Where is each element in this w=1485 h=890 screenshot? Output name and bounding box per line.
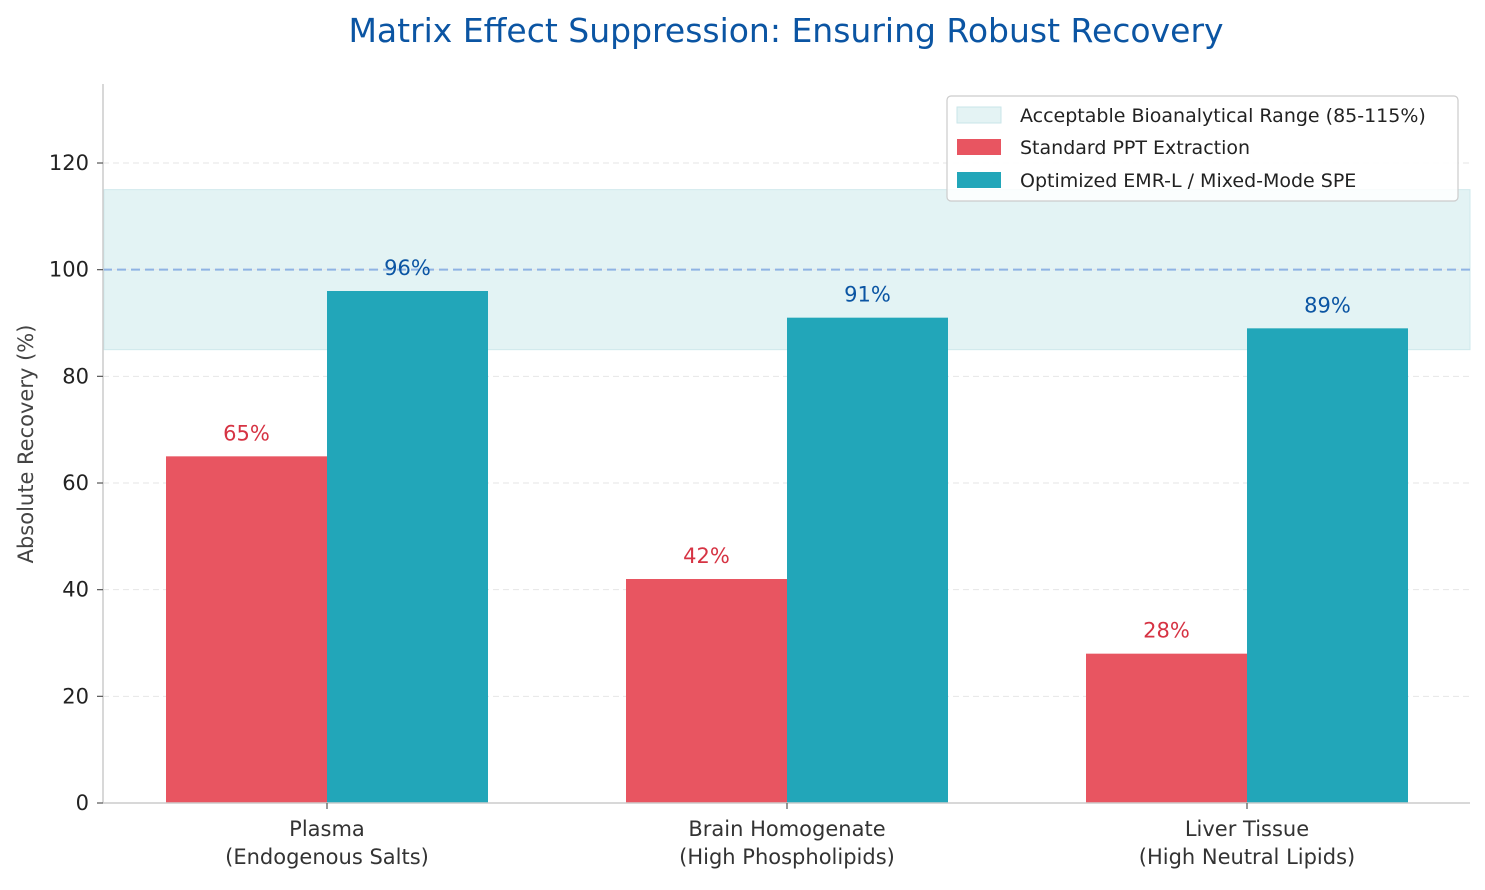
chart-title: Matrix Effect Suppression: Ensuring Robu… bbox=[348, 11, 1223, 50]
legend-frame bbox=[946, 95, 1459, 202]
bar-series-1-cat-0 bbox=[327, 291, 488, 803]
bar-series-0-cat-0 bbox=[166, 456, 327, 803]
y-tick-label-40: 40 bbox=[62, 578, 89, 602]
x-category-label-0-line-1: (Endogenous Salts) bbox=[225, 845, 429, 869]
y-axis-label: Absolute Recovery (%) bbox=[14, 325, 38, 564]
y-tick-label-20: 20 bbox=[62, 684, 89, 708]
legend-swatch-series-1 bbox=[957, 172, 1001, 188]
data-label-series-1-cat-1: 91% bbox=[844, 283, 891, 307]
legend-label-series-0: Standard PPT Extraction bbox=[1020, 137, 1250, 159]
y-tick-label-100: 100 bbox=[49, 258, 89, 282]
bar-series-0-cat-1 bbox=[626, 579, 787, 803]
x-category-label-2-line-0: Liver Tissue bbox=[1185, 817, 1309, 841]
data-label-series-0-cat-2: 28% bbox=[1143, 619, 1190, 643]
data-label-series-1-cat-2: 89% bbox=[1304, 293, 1351, 317]
y-tick-label-80: 80 bbox=[62, 364, 89, 388]
x-category-label-0-line-0: Plasma bbox=[289, 817, 365, 841]
bar-series-0-cat-2 bbox=[1086, 653, 1247, 803]
data-label-series-1-cat-0: 96% bbox=[384, 256, 431, 280]
y-tick-label-120: 120 bbox=[49, 151, 89, 175]
legend-label-band: Acceptable Bioanalytical Range (85-115%) bbox=[1020, 105, 1426, 127]
legend: Acceptable Bioanalytical Range (85-115%)… bbox=[946, 95, 1459, 202]
y-tick-label-60: 60 bbox=[62, 471, 89, 495]
bar-series-1-cat-1 bbox=[787, 317, 948, 803]
data-label-series-0-cat-1: 42% bbox=[683, 544, 730, 568]
legend-swatch-band bbox=[956, 106, 1002, 124]
legend-label-series-1: Optimized EMR-L / Mixed-Mode SPE bbox=[1020, 170, 1356, 192]
x-category-label-1-line-1: (High Phospholipids) bbox=[679, 845, 895, 869]
x-category-label-2-line-1: (High Neutral Lipids) bbox=[1139, 845, 1355, 869]
x-category-label-1-line-0: Brain Homogenate bbox=[688, 817, 885, 841]
legend-swatch-series-0 bbox=[957, 139, 1001, 155]
bar-series-1-cat-2 bbox=[1247, 328, 1408, 803]
y-tick-label-0: 0 bbox=[76, 791, 89, 815]
data-label-series-0-cat-0: 65% bbox=[223, 421, 270, 445]
